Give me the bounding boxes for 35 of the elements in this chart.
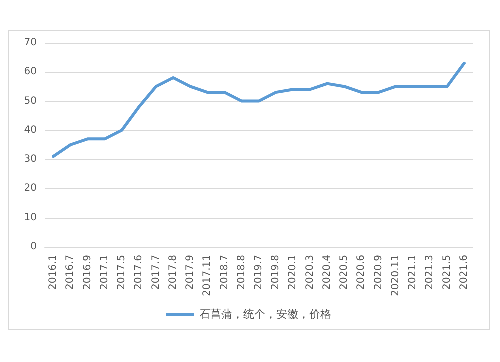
x-tick-label: 2020.6	[356, 255, 368, 290]
x-tick-label: 2020.4	[322, 255, 333, 290]
x-tick-label: 2019.8	[270, 255, 282, 290]
y-tick-label: 10	[24, 212, 37, 224]
x-tick-label: 2016.1	[48, 255, 60, 290]
x-tick-label: 2017.9	[185, 255, 196, 290]
y-tick-label: 60	[24, 66, 37, 78]
x-tick-label: 2020.11	[390, 255, 402, 296]
x-tick-label: 2017.5	[116, 255, 128, 290]
x-tick-label: 2020.1	[288, 255, 299, 290]
y-tick-label: 40	[24, 124, 37, 136]
x-tick-label: 2021.5	[442, 255, 453, 290]
y-tick-label: 50	[24, 96, 37, 107]
x-tick-label: 2017.6	[134, 255, 145, 290]
y-tick-label: 30	[24, 154, 37, 166]
x-tick-label: 2017.1	[99, 255, 110, 290]
x-tick-label: 2020.9	[373, 255, 384, 290]
x-tick-label: 2020.5	[339, 255, 350, 290]
line-series	[52, 62, 466, 158]
x-tick-label: 2017.11	[202, 255, 214, 296]
x-tick-label: 2021.6	[458, 255, 470, 290]
x-tick-label: 2017.8	[168, 255, 179, 290]
x-tick-label: 2020.3	[304, 255, 316, 290]
x-tick-label: 2021.1	[408, 255, 419, 290]
legend-label: 石菖蒲，统个，安徽，价格	[200, 308, 332, 321]
x-tick-label: 2021.3	[424, 255, 436, 290]
y-tick-label: 20	[24, 183, 37, 194]
x-tick-label: 2017.7	[150, 255, 162, 290]
x-tick-label: 2019.7	[254, 255, 264, 290]
x-tick-label: 2018.7	[219, 255, 230, 290]
x-tick-label: 2016.9	[82, 255, 94, 290]
x-tick-label: 2018.8	[236, 255, 248, 290]
y-tick-label: 70	[24, 38, 37, 48]
x-tick-label: 2016.7	[65, 255, 76, 290]
y-tick-label: 0	[30, 242, 37, 252]
